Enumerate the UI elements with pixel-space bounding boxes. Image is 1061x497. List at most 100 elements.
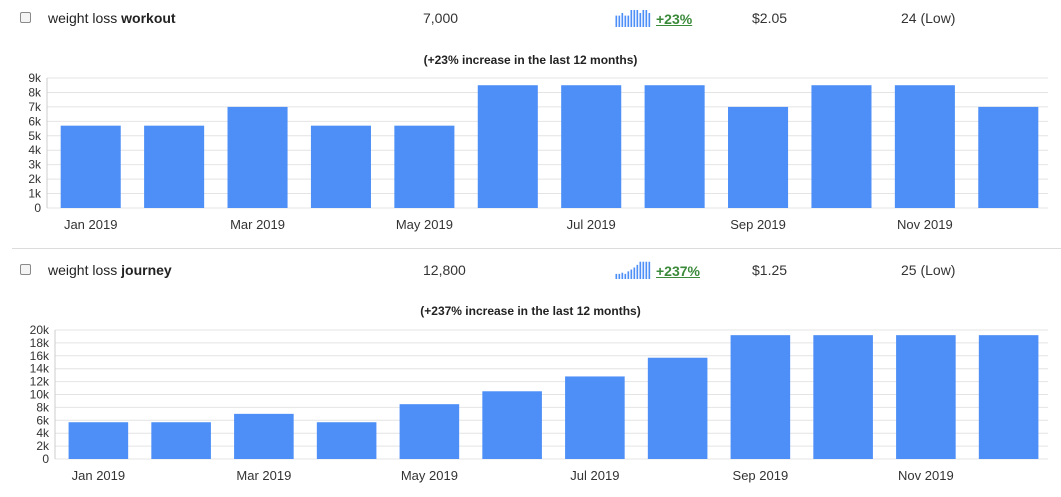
sparkline-bar bbox=[639, 261, 642, 279]
bar bbox=[730, 335, 791, 459]
keyword-bold: journey bbox=[121, 262, 172, 278]
sparkline-bar bbox=[645, 10, 648, 27]
bar bbox=[482, 391, 542, 459]
y-tick-label: 7k bbox=[28, 100, 42, 114]
sparkline-bar bbox=[627, 271, 630, 279]
y-tick-label: 5k bbox=[28, 129, 42, 143]
competition-value: 25 (Low) bbox=[901, 262, 956, 278]
sparkline-bar bbox=[633, 10, 636, 27]
x-tick-label: Mar 2019 bbox=[230, 217, 285, 232]
y-tick-label: 2k bbox=[36, 439, 50, 453]
sparkline-icon bbox=[615, 10, 651, 27]
y-tick-label: 14k bbox=[30, 362, 50, 376]
bar bbox=[978, 335, 1039, 459]
bar bbox=[647, 357, 708, 459]
y-tick-label: 9k bbox=[28, 71, 42, 85]
competition-value: 24 (Low) bbox=[901, 10, 956, 26]
y-tick-label: 4k bbox=[28, 143, 42, 157]
keyword-row: weight loss workout 7,000 +23% $2.05 24 … bbox=[0, 0, 1061, 36]
sparkline-bar bbox=[624, 15, 627, 27]
sparkline-bar bbox=[648, 13, 651, 27]
bar bbox=[144, 125, 205, 208]
bar bbox=[813, 335, 873, 459]
x-tick-label: Nov 2019 bbox=[898, 468, 954, 483]
bar bbox=[896, 335, 956, 459]
bar bbox=[978, 106, 1039, 208]
keyword-prefix: weight loss bbox=[48, 10, 122, 26]
sparkline-bar bbox=[618, 273, 621, 279]
keyword-label: weight loss journey bbox=[48, 262, 172, 278]
y-tick-label: 18k bbox=[30, 336, 50, 350]
sparkline-bar bbox=[627, 15, 630, 27]
y-tick-label: 10k bbox=[30, 388, 50, 402]
y-tick-label: 16k bbox=[30, 349, 50, 363]
bar bbox=[728, 106, 789, 208]
trend-link[interactable]: +237% bbox=[656, 263, 700, 279]
bar bbox=[394, 125, 455, 208]
bar bbox=[316, 422, 377, 459]
bar bbox=[811, 85, 872, 208]
keyword-checkbox[interactable] bbox=[20, 264, 31, 275]
sparkline-bar bbox=[642, 261, 645, 279]
sparkline-bar bbox=[615, 15, 618, 27]
y-tick-label: 6k bbox=[36, 413, 50, 427]
search-volume: 7,000 bbox=[423, 10, 459, 26]
y-tick-label: 6k bbox=[28, 114, 42, 128]
trend-link[interactable]: +23% bbox=[656, 11, 693, 27]
cpc-value: $1.25 bbox=[752, 262, 788, 278]
sparkline-bar bbox=[630, 269, 633, 279]
sparkline-bar bbox=[636, 264, 639, 279]
bar bbox=[151, 422, 211, 459]
bar bbox=[477, 85, 538, 208]
cpc-value: $2.05 bbox=[752, 10, 788, 26]
sparkline-icon bbox=[615, 261, 651, 279]
sparkline-bar bbox=[615, 273, 618, 279]
keyword-prefix: weight loss bbox=[48, 262, 122, 278]
sparkline-bar bbox=[624, 273, 627, 279]
y-tick-label: 8k bbox=[36, 400, 50, 414]
bar bbox=[399, 404, 460, 459]
bar bbox=[60, 125, 121, 208]
y-tick-label: 8k bbox=[28, 85, 42, 99]
y-tick-label: 1k bbox=[28, 187, 42, 201]
keyword-label: weight loss workout bbox=[48, 10, 176, 26]
bar bbox=[894, 85, 955, 208]
keyword-bold: workout bbox=[121, 10, 176, 26]
bar bbox=[565, 376, 625, 459]
keyword-checkbox[interactable] bbox=[20, 12, 31, 23]
x-tick-label: Mar 2019 bbox=[236, 468, 291, 483]
bar bbox=[227, 106, 288, 208]
row-divider bbox=[12, 248, 1061, 249]
x-tick-label: May 2019 bbox=[401, 468, 458, 483]
y-tick-label: 20k bbox=[30, 323, 50, 337]
sparkline-bar bbox=[642, 10, 645, 27]
y-tick-label: 4k bbox=[36, 426, 50, 440]
x-tick-label: May 2019 bbox=[396, 217, 453, 232]
sparkline-bar bbox=[639, 13, 642, 27]
sparkline-bar bbox=[645, 261, 648, 279]
x-tick-label: Sep 2019 bbox=[730, 217, 786, 232]
x-tick-label: Jan 2019 bbox=[64, 217, 118, 232]
bar bbox=[561, 85, 622, 208]
sparkline-bar bbox=[630, 10, 633, 27]
chart-title: (+23% increase in the last 12 months) bbox=[423, 53, 638, 67]
bar bbox=[644, 85, 705, 208]
y-tick-label: 0 bbox=[34, 201, 41, 215]
x-tick-label: Jan 2019 bbox=[72, 468, 126, 483]
y-tick-label: 2k bbox=[28, 172, 42, 186]
x-tick-label: Nov 2019 bbox=[897, 217, 953, 232]
y-tick-label: 12k bbox=[30, 375, 50, 389]
bar bbox=[234, 413, 294, 459]
y-tick-label: 0 bbox=[42, 452, 49, 466]
keyword-row: weight loss journey 12,800 +237% $1.25 2… bbox=[0, 251, 1061, 287]
bar bbox=[68, 422, 129, 459]
sparkline-bar bbox=[621, 272, 624, 279]
x-tick-label: Sep 2019 bbox=[733, 468, 789, 483]
sparkline-bar bbox=[648, 261, 651, 279]
sparkline-bar bbox=[636, 10, 639, 27]
sparkline-bar bbox=[621, 13, 624, 27]
search-volume: 12,800 bbox=[423, 262, 466, 278]
x-tick-label: Jul 2019 bbox=[567, 217, 616, 232]
